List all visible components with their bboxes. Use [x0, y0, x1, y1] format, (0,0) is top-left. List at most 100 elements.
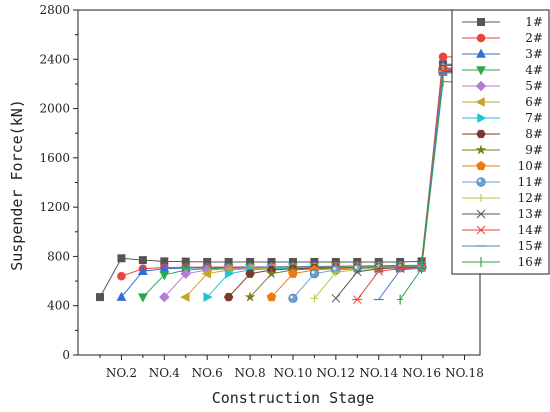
data-point — [181, 257, 190, 266]
legend-item: 2# — [462, 31, 543, 45]
data-point — [223, 292, 234, 302]
legend-marker — [476, 225, 486, 235]
data-point — [137, 293, 148, 303]
legend-label: 14# — [518, 223, 543, 237]
series-line — [99, 63, 465, 298]
legend-label: 5# — [525, 79, 543, 93]
data-point — [96, 293, 104, 302]
data-point — [331, 293, 341, 303]
data-point — [397, 294, 404, 305]
series-line — [142, 71, 465, 298]
series-8# — [223, 64, 470, 302]
y-tick-label: 2000 — [39, 102, 70, 116]
legend-item: 11# — [462, 175, 543, 189]
chart-legend: 1# 2# 3# 4# 5# 6# 7# 8# 9# 10# 11# 12# 13# 14# 15# 16# — [451, 9, 550, 275]
legend-label: 7# — [525, 111, 543, 125]
x-tick-label: NO.8 — [235, 366, 266, 380]
x-axis-title: Construction Stage — [212, 389, 375, 407]
legend-item: 4# — [462, 63, 543, 77]
y-axis-title: Suspender Force(kN) — [8, 99, 26, 271]
series-line — [271, 69, 465, 298]
plot-frame — [77, 9, 481, 356]
legend-label: 10# — [518, 159, 543, 173]
data-point — [438, 52, 448, 62]
data-point — [159, 271, 170, 281]
data-point — [224, 257, 233, 266]
legend-marker — [476, 177, 486, 187]
legend-label: 13# — [518, 207, 543, 221]
legend-label: 4# — [525, 63, 543, 77]
series-line — [121, 56, 465, 277]
data-point — [265, 267, 278, 279]
data-point — [309, 269, 320, 279]
legend-item: 15# — [462, 239, 543, 253]
legend-marker — [475, 80, 487, 92]
data-point — [201, 268, 211, 279]
data-point — [117, 254, 126, 263]
data-point — [352, 295, 363, 304]
legend-marker — [476, 209, 486, 219]
data-point — [116, 291, 127, 301]
plot-axes: 0 400 800 1200 1600 2000 2400 2800 NO.2 NO.4 NO.6 N… — [39, 3, 483, 380]
data-point — [244, 291, 256, 302]
y-tick-label: 800 — [47, 249, 70, 263]
legend-marker — [475, 144, 487, 155]
y-tick-label: 400 — [47, 299, 70, 313]
series-2# — [117, 52, 469, 281]
legend-label: 3# — [525, 47, 543, 61]
x-tick-label: NO.16 — [402, 366, 441, 380]
data-point — [266, 291, 277, 302]
series-line — [228, 68, 465, 298]
x-tick-label: NO.14 — [359, 366, 398, 380]
y-tick-label: 2400 — [39, 52, 70, 66]
legend-item: 6# — [462, 95, 543, 109]
legend-marker — [477, 18, 485, 26]
data-point — [180, 268, 192, 280]
data-point — [180, 292, 190, 303]
data-point — [288, 293, 298, 303]
legend-label: 8# — [525, 127, 543, 141]
data-point — [138, 256, 147, 265]
legend-item: 7# — [462, 111, 543, 125]
x-tick-label: NO.12 — [316, 366, 355, 380]
legend-label: 2# — [525, 31, 543, 45]
legend-marker — [475, 97, 485, 107]
legend-marker — [476, 129, 486, 139]
legend-item: 8# — [462, 127, 543, 141]
legend-item: 1# — [462, 15, 543, 29]
legend-marker — [476, 48, 486, 58]
data-point — [288, 268, 298, 278]
x-tick-label: NO.10 — [274, 366, 313, 380]
legend-item: 12# — [462, 191, 543, 205]
legend-item: 10# — [462, 159, 543, 173]
data-point — [245, 269, 255, 278]
data-point — [158, 291, 170, 303]
series-layer — [96, 52, 471, 305]
y-tick-label: 1200 — [39, 200, 70, 214]
x-tick-label: NO.18 — [445, 366, 484, 380]
x-tick-label: NO.4 — [149, 366, 180, 380]
legend-marker — [477, 113, 487, 123]
data-point — [331, 268, 340, 277]
x-tick-label: NO.2 — [106, 366, 137, 380]
legend-label: 1# — [525, 15, 543, 29]
y-tick-label: 1600 — [39, 151, 70, 165]
data-point — [160, 257, 169, 266]
legend-label: 6# — [525, 95, 543, 109]
legend-label: 15# — [518, 239, 543, 253]
legend-item: 13# — [462, 207, 543, 221]
legend-marker — [476, 66, 486, 76]
legend-item: 9# — [462, 143, 543, 157]
data-point — [117, 271, 126, 281]
y-tick-label: 0 — [62, 348, 70, 362]
data-point — [373, 266, 384, 276]
legend-label: 9# — [525, 143, 543, 157]
data-point — [418, 263, 425, 274]
legend-label: 12# — [518, 191, 543, 205]
data-point — [395, 264, 406, 274]
data-point — [440, 76, 447, 87]
legend-item: 3# — [462, 47, 543, 61]
legend-marker — [477, 194, 485, 202]
data-point — [137, 265, 148, 275]
